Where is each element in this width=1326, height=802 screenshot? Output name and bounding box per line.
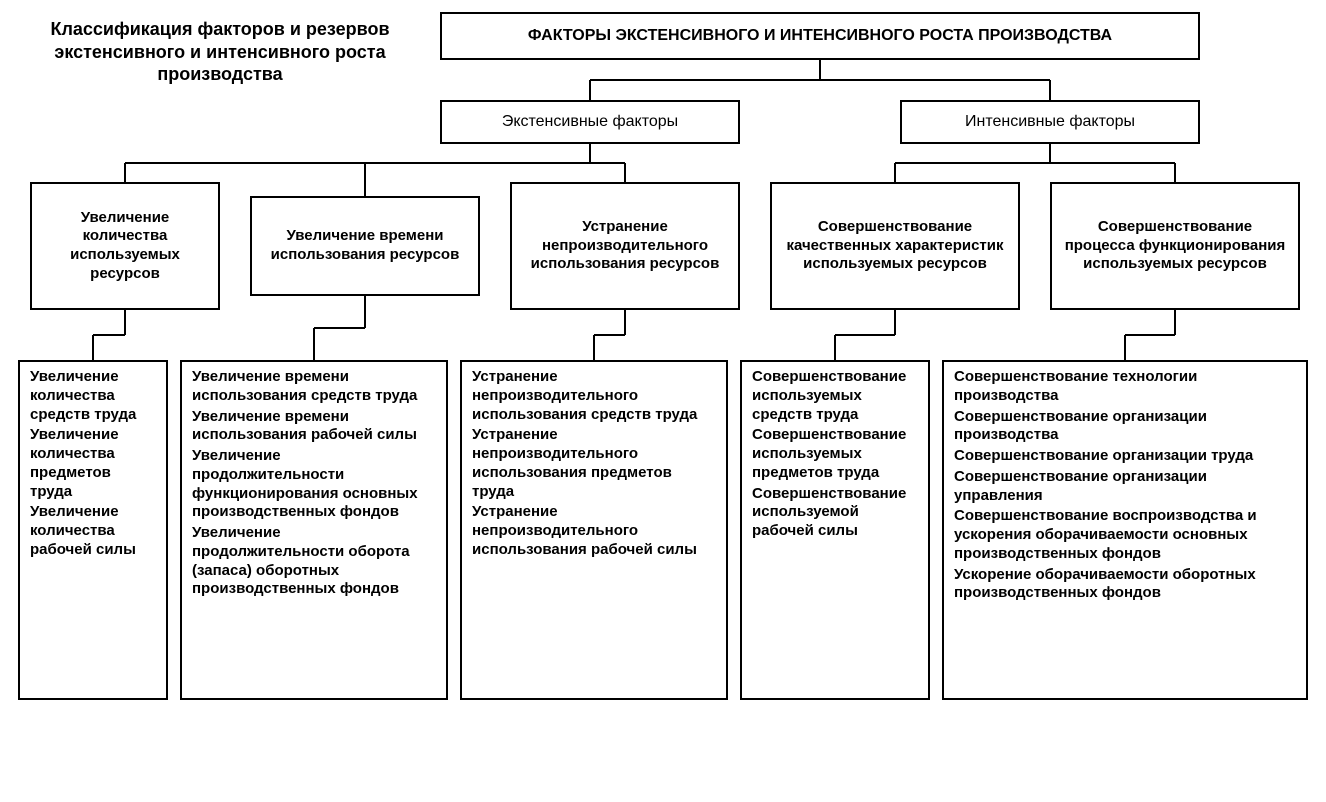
leaf-item: Совершенство­вание использу­емой рабочей… (752, 485, 918, 541)
leaf-item: Увеличение времени использования средств… (192, 368, 436, 406)
node-label: Экстенсивные факторы (502, 112, 678, 132)
leaf-time-items: Увеличение времени использования средств… (180, 360, 448, 700)
node-improve-quality: Совершенствование качественных характери… (770, 182, 1020, 310)
leaf-quality-items: Совершенство­вание использу­емых средств… (740, 360, 930, 700)
node-label: Интенсивные факторы (965, 112, 1135, 132)
node-extensive-factors: Экстенсивные факторы (440, 100, 740, 144)
node-root-label: ФАКТОРЫ ЭКСТЕНСИВНОГО И ИНТЕНСИВНОГО РОС… (528, 26, 1112, 46)
node-intensive-factors: Интенсивные факторы (900, 100, 1200, 144)
leaf-item: Совершенство­вание использу­емых средств… (752, 368, 918, 424)
node-increase-time: Увеличение времени использования ресурсо… (250, 196, 480, 296)
leaf-item: Совершенствование организации управления (954, 468, 1296, 506)
leaf-item: Увеличение времени использования рабочей… (192, 408, 436, 446)
diagram-title: Классификация факторов и резервов экстен… (30, 18, 410, 86)
leaf-item: Совершенство­вание использу­емых предмет… (752, 426, 918, 482)
node-root: ФАКТОРЫ ЭКСТЕНСИВНОГО И ИНТЕНСИВНОГО РОС… (440, 12, 1200, 60)
leaf-item: Устранение непроизводительного использов… (472, 368, 716, 424)
node-label: Увеличение времени использования ресурсо… (262, 227, 468, 265)
node-eliminate-unproductive: Устранение непроизводительного использов… (510, 182, 740, 310)
diagram-canvas: Классификация факторов и резервов экстен… (0, 0, 1326, 802)
leaf-item: Увеличение продолжительности оборота (за… (192, 524, 436, 599)
node-label: Устранение непроизводительного использов… (522, 218, 728, 274)
leaf-item: Совершенствование организации труда (954, 447, 1253, 466)
leaf-item: Увеличение количества рабочей силы (30, 503, 156, 559)
node-label: Совершенствование процесса функционирова… (1062, 218, 1288, 274)
node-increase-quantity: Увеличение количества используемых ресур… (30, 182, 220, 310)
node-label: Совершенствование качественных характери… (782, 218, 1008, 274)
leaf-quantity-items: Увеличение количества средств трудаУвели… (18, 360, 168, 700)
node-label: Увеличение количества используемых ресур… (42, 209, 208, 284)
leaf-item: Ускорение оборачиваемости оборотных прои… (954, 566, 1296, 604)
leaf-item: Совершенствование воспроизводства и уско… (954, 507, 1296, 563)
leaf-item: Совершенствование организации производст… (954, 408, 1296, 446)
leaf-item: Увеличение количества предметов труда (30, 426, 156, 501)
leaf-process-items: Совершенствование технологии производств… (942, 360, 1308, 700)
leaf-item: Устранение непроизводительного использов… (472, 503, 716, 559)
leaf-item: Увеличение продолжительности функциониро… (192, 447, 436, 522)
leaf-item: Устранение непроизводительного использов… (472, 426, 716, 501)
leaf-item: Увеличение количества средств труда (30, 368, 156, 424)
leaf-item: Совершенствование технологии производств… (954, 368, 1296, 406)
node-improve-process: Совершенствование процесса функционирова… (1050, 182, 1300, 310)
leaf-unproductive-items: Устранение непроизводительного использов… (460, 360, 728, 700)
